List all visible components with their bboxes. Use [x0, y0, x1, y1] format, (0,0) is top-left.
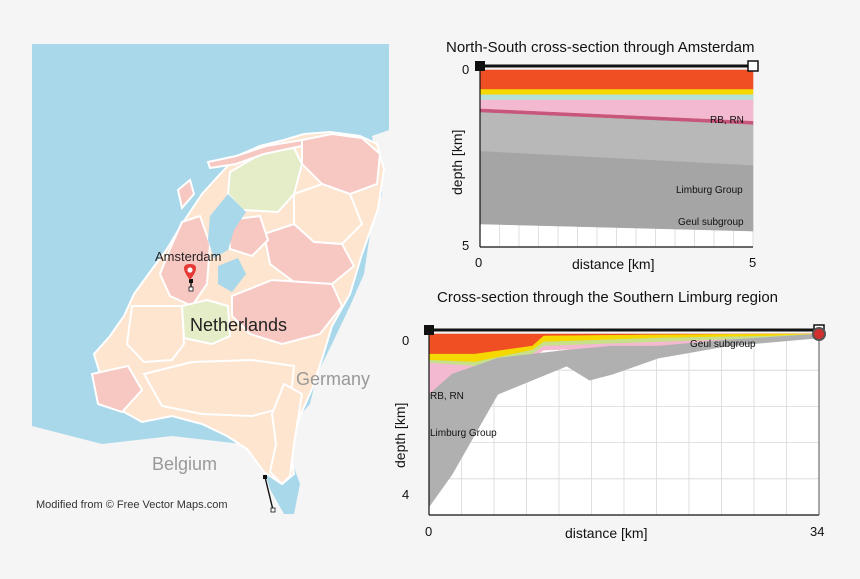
chart1-layer-unit-1: [479, 89, 754, 96]
province-gelderland: [231, 278, 344, 346]
province-north-brabant: [142, 358, 296, 418]
chart2-layer-limburg-group: [428, 333, 820, 508]
limburg-section-line: [264, 476, 274, 511]
amsterdam-section-start: [189, 279, 193, 283]
chart2-plot-bg: [429, 334, 819, 515]
chart1-annotation-rb-rn: RB, RN: [710, 115, 744, 126]
neighbor-label-belgium: Belgium: [152, 454, 218, 474]
chart1-start-marker: [475, 61, 485, 71]
chart1-xtick-5: 5: [749, 255, 757, 270]
chart1-xtick-0: 0: [475, 255, 483, 270]
chart2-annotation-limburg: Limburg Group: [430, 428, 497, 439]
chart2-ytick-4: 4: [402, 487, 410, 502]
chart2-annotation-rb-rn: RB, RN: [430, 391, 464, 402]
limburg-section-end: [270, 507, 276, 513]
chart2-start-marker: [424, 325, 434, 335]
chart1-ytick-0: 0: [462, 62, 470, 77]
chart2-xtick-34: 34: [810, 524, 825, 539]
map-panel: Amsterdam Netherlands Germany Belgium Mo…: [32, 44, 389, 520]
province-groningen: [301, 132, 382, 196]
limburg-section-start: [263, 475, 267, 479]
chart2-annotation-geul: Geul subgroup: [690, 339, 756, 350]
chart1-title: North-South cross-section through Amster…: [446, 39, 755, 56]
map-pin-icon: [184, 264, 196, 280]
chart2-ytick-0: 0: [402, 333, 410, 348]
markermeer: [218, 258, 246, 292]
chart2-xtick-0: 0: [425, 524, 433, 539]
chart2-xlabel: distance [km]: [565, 525, 648, 541]
chart1-annotation-limburg: Limburg Group: [676, 185, 743, 196]
city-label-amsterdam: Amsterdam: [155, 249, 222, 264]
neighbor-label-germany: Germany: [296, 369, 371, 389]
chart1-layer-unit-0: [479, 69, 754, 90]
chart2-layer-unit-2: [428, 333, 820, 367]
chart1-ylabel: depth [km]: [449, 129, 465, 195]
chart2-ylabel: depth [km]: [392, 402, 408, 468]
chart1-annotation-geul: Geul subgroup: [678, 217, 744, 228]
chart2-layer-unit-1: [428, 333, 820, 363]
chart2-location-dot: [812, 327, 826, 341]
country-label-netherlands: Netherlands: [190, 315, 288, 335]
chart2-layer-rb-rn: [428, 333, 820, 395]
chart1-end-marker: [747, 60, 759, 72]
ijsselmeer: [208, 194, 246, 258]
chart1-ytick-5: 5: [462, 238, 470, 253]
chart1-xlabel: distance [km]: [572, 256, 655, 272]
province-overijssel: [262, 222, 356, 286]
chart2-title: Cross-section through the Southern Limbu…: [437, 289, 779, 306]
neighbor-land: [32, 130, 389, 520]
island-texel: [176, 178, 196, 211]
chart1-layer-unit-2: [479, 94, 754, 101]
province-zeeland: [90, 364, 144, 414]
chart2-end-marker: [813, 324, 825, 336]
amsterdam-section-end: [188, 286, 194, 292]
province-limburg: [268, 382, 304, 486]
chart2-layer-unit-0: [428, 333, 819, 355]
wadden-islands: [206, 138, 303, 170]
province-south-holland: [125, 305, 186, 364]
map-credit: Modified from © Free Vector Maps.com: [36, 499, 228, 511]
netherlands-map: [32, 130, 389, 520]
